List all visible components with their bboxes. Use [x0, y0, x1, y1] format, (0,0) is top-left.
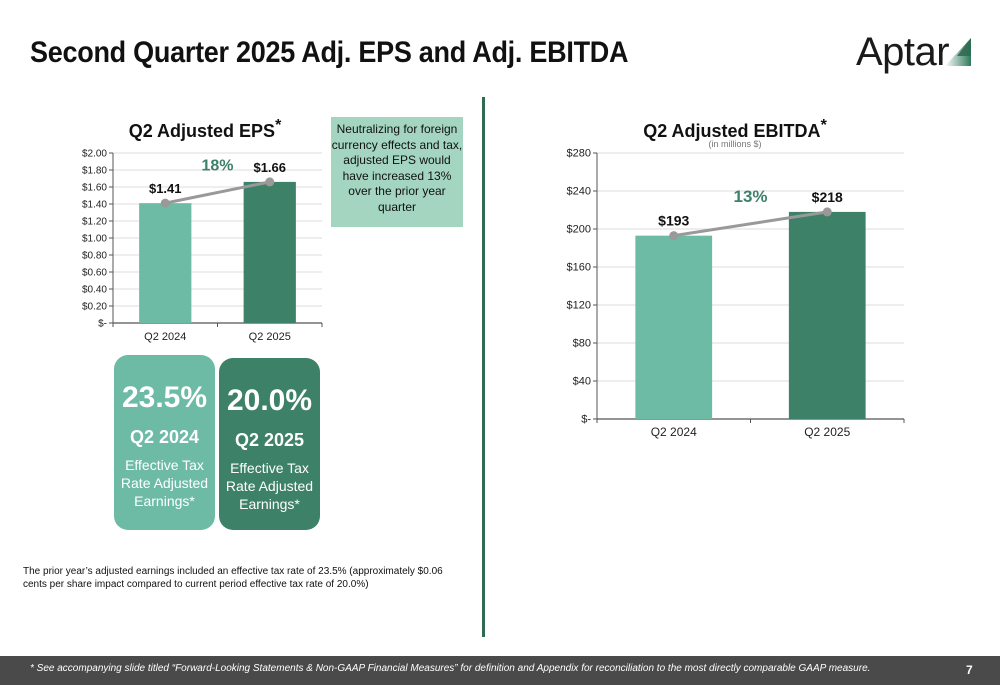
data-label: $218 [812, 189, 843, 205]
growth-line [673, 210, 828, 238]
growth-percent-label: 13% [733, 187, 767, 206]
growth-line-point [160, 198, 170, 208]
bar [788, 211, 866, 419]
tax-rate-description: Effective Tax Rate Adjusted Earnings* [120, 457, 209, 509]
aptar-logo: Aptar [856, 30, 976, 74]
x-tick-label: Q2 2024 [651, 425, 697, 439]
y-tick-label: $0.20 [82, 302, 107, 313]
x-tick-label: Q2 2025 [249, 331, 291, 343]
y-tick-label: $2.00 [82, 149, 107, 160]
page-number: 7 [966, 663, 973, 677]
data-label: $1.66 [253, 160, 286, 175]
growth-line-point [669, 231, 679, 241]
data-label: $193 [658, 213, 689, 229]
eps-title-asterisk: * [275, 117, 282, 134]
tax-rate-period: Q2 2024 [129, 427, 200, 447]
footer-bar: * See accompanying slide titled “Forward… [0, 656, 1000, 685]
y-tick-label: $280 [567, 148, 591, 160]
tax-card-q2-2024: 23.5% Q2 2024 Effective Tax Rate Adjuste… [114, 355, 215, 530]
y-tick-label: $80 [573, 338, 591, 350]
slide-title: Second Quarter 2025 Adj. EPS and Adj. EB… [30, 36, 629, 69]
growth-line [164, 180, 271, 205]
footer-disclaimer: * See accompanying slide titled “Forward… [30, 663, 871, 674]
y-tick-label: $1.60 [82, 183, 107, 194]
y-tick-label: $120 [567, 300, 591, 312]
y-tick-label: $40 [573, 376, 591, 388]
bar [139, 203, 192, 323]
growth-line-point [265, 177, 275, 187]
y-tick-label: $200 [567, 224, 591, 236]
x-tick-label: Q2 2024 [144, 331, 186, 343]
eps-chart: $- $0.20 $0.40 $0.60 $0.80 $1.00 $1.20 $1.40 $1.… [82, 149, 323, 343]
fx-callout-box: Neutralizing for foreign currency effect… [331, 117, 463, 227]
y-tick-label: $160 [567, 262, 591, 274]
tax-rate-period: Q2 2025 [234, 430, 305, 450]
ebitda-chart: $- $40 $80 $120 $160 $200 $240 $280 Q2 2024 Q2 20… [567, 148, 905, 439]
eps-chart-title: Q2 Adjusted EPS* [115, 117, 295, 142]
logo-text: Aptar [856, 30, 950, 74]
tax-card-q2-2025: 20.0% Q2 2025 Effective Tax Rate Adjuste… [219, 358, 320, 530]
eps-title-text: Q2 Adjusted EPS [128, 121, 276, 141]
ebitda-chart-subtitle: (in millions $) [708, 139, 762, 149]
ebitda-title-text: Q2 Adjusted EBITDA [643, 121, 821, 141]
y-tick-label: $1.20 [82, 217, 107, 228]
tax-rate-value: 20.0% [226, 384, 313, 417]
tax-rate-description: Effective Tax Rate Adjusted Earnings* [225, 460, 314, 512]
y-tick-label: $0.80 [82, 251, 107, 262]
growth-line-point [822, 207, 832, 217]
x-tick-label: Q2 2025 [804, 425, 850, 439]
y-tick-label: $1.00 [82, 234, 107, 245]
y-tick-label: $- [581, 414, 591, 426]
y-tick-label: $0.40 [82, 285, 107, 296]
logo-mark-icon [945, 38, 971, 66]
y-tick-label: $240 [567, 186, 591, 198]
section-divider [482, 97, 485, 637]
ebitda-chart-title: Q2 Adjusted EBITDA* [620, 117, 850, 142]
y-tick-label: $0.60 [82, 268, 107, 279]
y-tick-label: $1.80 [82, 166, 107, 177]
y-tick-label: $- [98, 319, 107, 330]
growth-percent-label: 18% [201, 158, 233, 175]
tax-footnote: The prior year’s adjusted earnings inclu… [23, 566, 443, 590]
ebitda-title-asterisk: * [820, 117, 827, 134]
data-label: $1.41 [149, 181, 182, 196]
tax-rate-value: 23.5% [121, 381, 208, 414]
y-tick-label: $1.40 [82, 200, 107, 211]
bar [635, 235, 713, 419]
bar [243, 181, 296, 323]
